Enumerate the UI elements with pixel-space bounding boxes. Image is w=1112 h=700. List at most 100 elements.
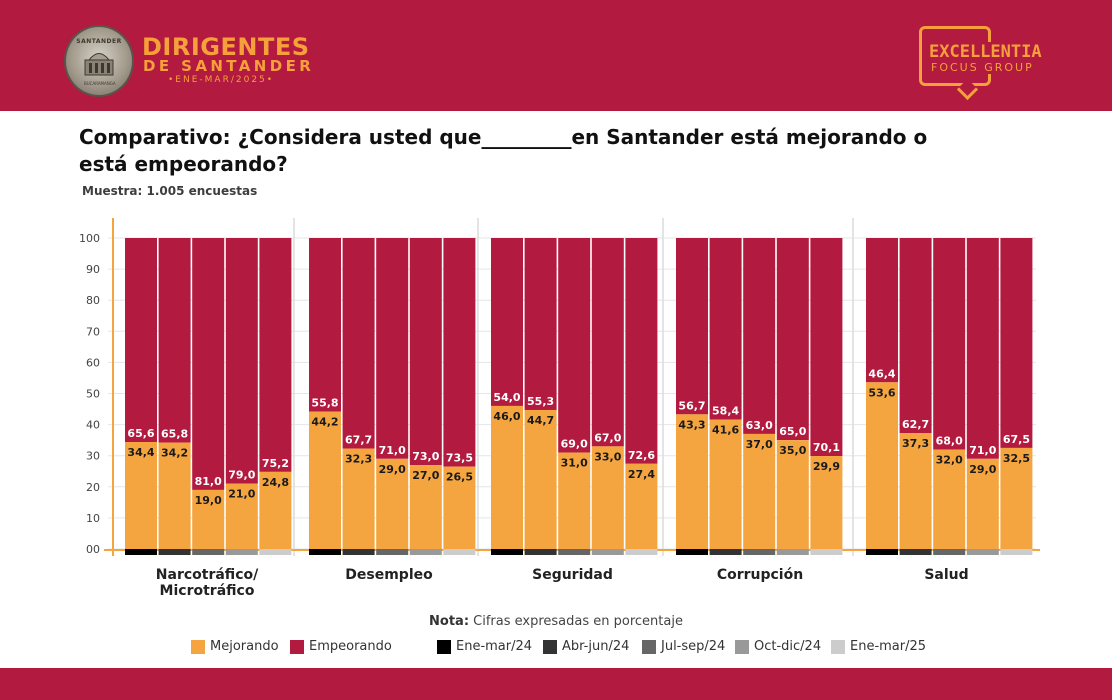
bar-empeorando <box>225 238 258 484</box>
period-marker <box>225 549 258 555</box>
bar-empeorando <box>443 238 476 467</box>
data-label-mejorando: 29,9 <box>813 460 840 473</box>
legend-swatch <box>735 640 749 654</box>
period-marker <box>125 549 157 555</box>
y-tick-label: 50 <box>86 388 100 401</box>
period-marker <box>709 549 742 555</box>
bar-mejorando <box>866 382 898 549</box>
bar-mejorando <box>192 489 225 549</box>
data-label-empeorando: 67,7 <box>345 434 372 447</box>
bar-empeorando <box>899 238 932 433</box>
data-label-empeorando: 62,7 <box>902 418 929 431</box>
bar-empeorando <box>966 238 999 459</box>
seal-bottom-text: BUCARAMANGA <box>84 81 116 86</box>
bar-empeorando <box>933 238 966 450</box>
period-marker <box>966 549 999 555</box>
legend-label: Ene-mar/25 <box>850 639 927 654</box>
y-tick-label: 00 <box>86 543 100 556</box>
period-marker <box>558 549 591 555</box>
category-label: Narcotráfico/ <box>156 567 259 583</box>
data-label-mejorando: 34,2 <box>161 447 188 460</box>
category-label: Desempleo <box>345 567 433 583</box>
bar-mejorando <box>558 452 591 549</box>
data-label-mejorando: 37,3 <box>902 437 929 450</box>
legend-swatch <box>191 640 205 654</box>
data-label-empeorando: 73,0 <box>412 450 439 463</box>
bar-mejorando <box>376 458 409 549</box>
legend-swatch <box>437 640 451 654</box>
y-tick-label: 30 <box>86 450 100 463</box>
bar-empeorando <box>158 238 191 443</box>
data-label-empeorando: 46,4 <box>868 367 895 380</box>
data-label-mejorando: 21,0 <box>228 488 255 501</box>
data-label-mejorando: 34,4 <box>127 446 154 459</box>
bar-mejorando <box>933 449 966 549</box>
footnote-label: Nota: <box>429 614 470 629</box>
bar-empeorando <box>810 238 843 457</box>
question-title: Comparativo: ¿Considera usted que_______… <box>79 125 928 176</box>
bar-empeorando <box>709 238 742 420</box>
bar-mejorando <box>125 442 157 549</box>
period-marker <box>158 549 191 555</box>
legend-swatch <box>831 640 845 654</box>
footnote-text: Cifras expresadas en porcentaje <box>473 614 683 629</box>
bar-empeorando <box>558 238 591 453</box>
legend-swatch <box>543 640 557 654</box>
bar-mejorando <box>1000 447 1033 549</box>
bar-mejorando <box>342 448 375 549</box>
bar-empeorando <box>866 238 898 383</box>
stacked-bar-chart: 00 10 20 30 40 50 60 70 80 90 100 34,4 65,6 34,2 65,8 1… <box>79 218 1040 599</box>
santander-seal-logo: SANTANDER BUCARAMANGA <box>64 25 134 97</box>
bar-mejorando <box>491 405 523 549</box>
bar-empeorando <box>342 238 375 449</box>
bar-mejorando <box>810 456 843 549</box>
period-marker <box>899 549 932 555</box>
data-label-empeorando: 67,0 <box>594 431 621 444</box>
bar-empeorando <box>524 238 557 410</box>
y-tick-label: 60 <box>86 356 100 369</box>
bar-mejorando <box>259 471 292 549</box>
bar-empeorando <box>309 238 341 412</box>
data-label-mejorando: 44,2 <box>311 416 338 429</box>
data-label-empeorando: 69,0 <box>561 438 588 451</box>
period-marker <box>309 549 341 555</box>
period-marker <box>409 549 442 555</box>
legend-swatch <box>642 640 656 654</box>
bar-empeorando <box>591 238 624 447</box>
y-tick-label: 40 <box>86 419 100 432</box>
period-marker <box>676 549 708 555</box>
bar-empeorando <box>259 238 292 472</box>
data-label-mejorando: 43,3 <box>678 418 705 431</box>
period-marker <box>1000 549 1033 555</box>
data-label-empeorando: 55,3 <box>527 395 554 408</box>
bar-mejorando <box>899 432 932 549</box>
data-label-mejorando: 31,0 <box>561 457 588 470</box>
chart-legend: Mejorando Empeorando Ene-mar/24 Abr-jun/24 J… <box>0 639 1112 659</box>
bar-mejorando <box>709 419 742 549</box>
period-marker <box>192 549 225 555</box>
bar-mejorando <box>158 442 191 549</box>
bar-empeorando <box>409 238 442 466</box>
data-label-empeorando: 72,6 <box>628 449 655 462</box>
legend-label: Oct-dic/24 <box>754 639 822 654</box>
period-marker <box>625 549 658 555</box>
period-marker <box>491 549 523 555</box>
data-label-mejorando: 41,6 <box>712 424 739 437</box>
bar-empeorando <box>192 238 225 490</box>
bar-empeorando <box>125 238 157 443</box>
data-label-empeorando: 70,1 <box>813 441 840 454</box>
data-label-mejorando: 53,6 <box>868 386 895 399</box>
data-label-empeorando: 81,0 <box>195 475 222 488</box>
bar-mejorando <box>591 446 624 549</box>
data-label-mejorando: 19,0 <box>195 494 222 507</box>
data-label-empeorando: 55,8 <box>311 397 338 410</box>
data-label-empeorando: 56,7 <box>678 399 705 412</box>
legend-label: Jul-sep/24 <box>661 639 726 654</box>
data-label-empeorando: 63,0 <box>746 419 773 432</box>
data-label-empeorando: 71,0 <box>969 444 996 457</box>
brand-date: •ENE-MAR/2025• <box>168 75 275 85</box>
bar-mejorando <box>309 411 341 549</box>
bar-empeorando <box>625 238 658 464</box>
brand-subtitle: DE SANTANDER <box>143 57 315 75</box>
period-marker <box>776 549 809 555</box>
